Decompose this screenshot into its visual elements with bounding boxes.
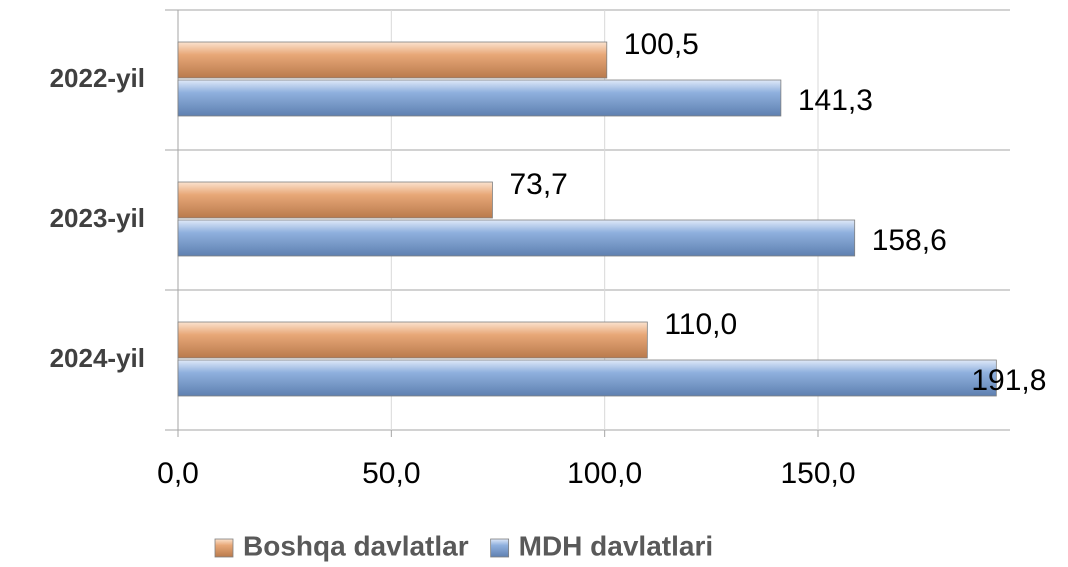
bar — [177, 219, 856, 257]
category-label: 2023-yil — [50, 203, 145, 233]
value-label: 191,8 — [971, 364, 1046, 397]
x-tick-label: 50,0 — [362, 457, 420, 490]
bar — [177, 79, 782, 117]
legend-label: MDH davlatlari — [519, 530, 714, 561]
value-label: 110,0 — [664, 308, 737, 341]
bar — [177, 181, 493, 219]
bar — [177, 41, 608, 79]
bar — [177, 359, 997, 397]
value-label: 73,7 — [509, 168, 567, 201]
value-label: 100,5 — [624, 28, 699, 61]
legend-label: Boshqa davlatlar — [243, 530, 469, 561]
x-tick-label: 150,0 — [780, 457, 855, 490]
legend-swatch — [214, 538, 234, 558]
x-tick-label: 0,0 — [157, 457, 199, 490]
x-tick-label: 100,0 — [567, 457, 642, 490]
category-label: 2022-yil — [50, 63, 145, 93]
value-label: 141,3 — [798, 84, 873, 117]
category-label: 2024-yil — [50, 343, 145, 373]
legend-swatch — [490, 538, 510, 558]
bar — [177, 321, 648, 359]
value-label: 158,6 — [872, 224, 947, 257]
